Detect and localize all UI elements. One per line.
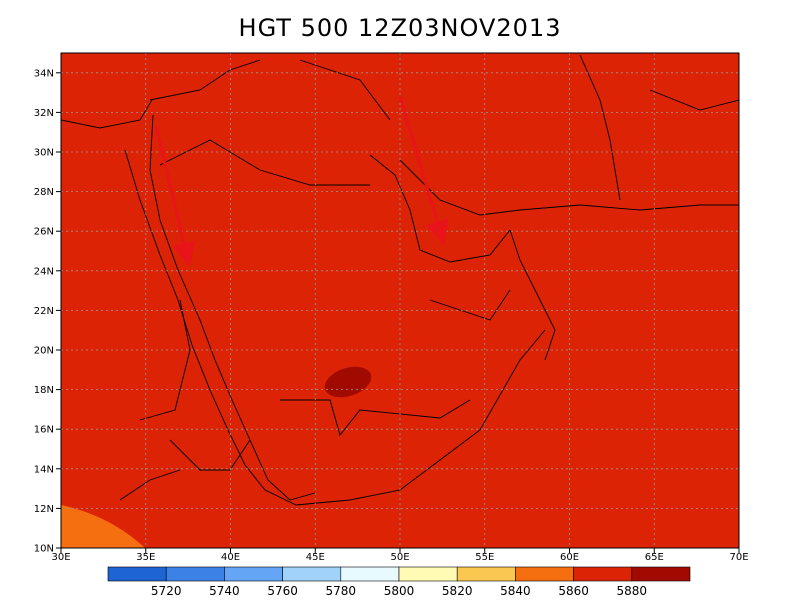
gulf-of-aden-coast	[295, 329, 546, 506]
colorbar-label: 5760	[267, 584, 298, 598]
colorbar-label: 5840	[500, 584, 531, 598]
coastlines	[61, 54, 739, 506]
border-1	[149, 59, 261, 101]
red-sea-west-coast	[124, 149, 297, 506]
band-5860-south	[61, 505, 150, 548]
band-5880	[61, 53, 739, 311]
border-8	[429, 289, 511, 321]
border-10	[649, 89, 739, 111]
colorbar-swatch	[456, 566, 516, 582]
x-tick-label: 30E	[51, 552, 70, 563]
iran-coast	[399, 159, 739, 216]
x-tick-label: 50E	[390, 552, 409, 563]
y-tick-label: 34N	[34, 68, 54, 79]
y-tick-label: 22N	[34, 306, 54, 317]
y-tick-label: 10N	[34, 544, 54, 555]
colorbar-label: 5720	[151, 584, 182, 598]
y-tick-label: 28N	[34, 187, 54, 198]
x-tick-label: 65E	[645, 552, 664, 563]
colorbar-label: 5880	[617, 584, 648, 598]
annotation-arrow-1	[154, 125, 196, 267]
y-tick-label: 32N	[34, 108, 54, 119]
colorbar-swatch	[340, 566, 400, 582]
colorbar-swatch	[398, 566, 458, 582]
border-6	[169, 439, 251, 471]
y-axis-labels: 10N 12N 14N 16N 18N 20N 22N 24N 26N 28N 30N 32N 34N	[34, 68, 54, 554]
y-tick-label: 20N	[34, 346, 54, 357]
y-tick-label: 12N	[34, 504, 54, 515]
red-sea-east-coast	[149, 114, 316, 501]
annotation-arrow-2	[398, 96, 449, 245]
border-9	[299, 59, 391, 121]
border-7	[119, 469, 181, 501]
colorbar-label: 5820	[442, 584, 473, 598]
colorbar-swatch	[515, 566, 574, 582]
border-5	[139, 299, 191, 421]
x-tick-label: 40E	[221, 552, 240, 563]
height-field	[61, 53, 739, 548]
border-4	[579, 54, 621, 201]
border-3	[280, 399, 471, 436]
x-tick-label: 70E	[729, 552, 748, 563]
gridlines	[61, 53, 739, 548]
x-tick-label: 55E	[475, 552, 494, 563]
x-tick-label: 35E	[136, 552, 155, 563]
persian-gulf-coast	[369, 154, 511, 263]
colorbar: 5720 5740 5760 5780 5800 5820 5840 5860 5880	[107, 566, 691, 598]
colorbar-label: 5800	[384, 584, 415, 598]
colorbar-label: 5740	[209, 584, 240, 598]
colorbar-label: 5780	[326, 584, 357, 598]
y-tick-label: 16N	[34, 425, 54, 436]
x-axis-labels: 30E 35E 40E 45E 50E 55E 60E 65E 70E	[51, 552, 748, 563]
colorbar-swatch	[282, 566, 342, 582]
y-tick-label: 14N	[34, 464, 54, 475]
y-tick-label: 26N	[34, 227, 54, 238]
y-tick-label: 30N	[34, 148, 54, 159]
annotation-arrows	[154, 96, 449, 267]
colorbar-swatch	[631, 566, 691, 582]
x-tick-label: 60E	[560, 552, 579, 563]
chart-title: HGT 500 12Z03NOV2013	[238, 14, 562, 42]
colorbar-swatch	[165, 566, 225, 582]
colorbar-swatch	[573, 566, 633, 582]
axis-ticks	[56, 72, 740, 553]
x-tick-label: 45E	[306, 552, 325, 563]
oman-coast	[509, 229, 556, 361]
border-2	[159, 139, 370, 186]
colorbar-label: 5860	[558, 584, 589, 598]
colorbar-swatch	[224, 566, 283, 582]
y-tick-label: 18N	[34, 385, 54, 396]
y-tick-label: 24N	[34, 266, 54, 277]
colorbar-swatch	[107, 566, 167, 582]
